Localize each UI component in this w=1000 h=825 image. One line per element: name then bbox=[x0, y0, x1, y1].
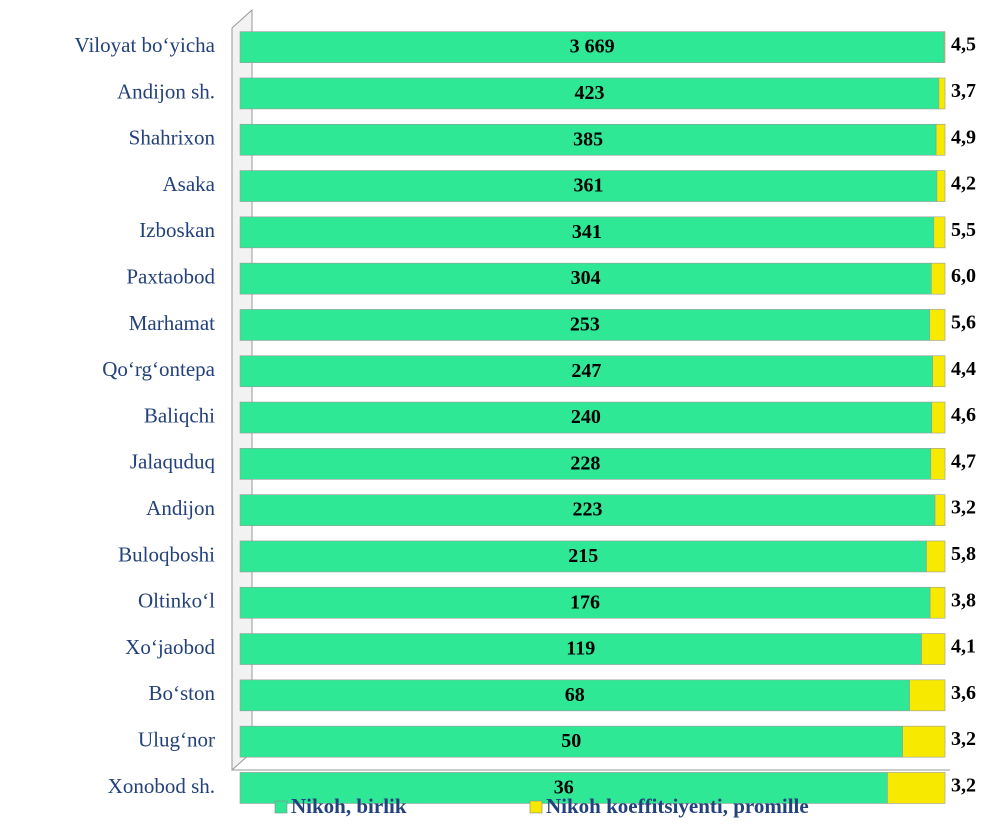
bar-segment bbox=[239, 448, 932, 480]
data-label: 3,2 bbox=[951, 728, 976, 750]
data-label: 240 bbox=[571, 406, 601, 428]
bar-segment bbox=[934, 494, 946, 526]
category-label: Paxtaobod bbox=[126, 264, 215, 288]
bar-segment bbox=[239, 401, 933, 434]
data-label: 4,2 bbox=[951, 173, 976, 195]
bar-segment bbox=[938, 77, 946, 110]
data-label: 215 bbox=[568, 545, 598, 567]
bar-segment bbox=[926, 540, 946, 573]
bar-segment bbox=[239, 772, 888, 804]
bar-segment bbox=[239, 355, 933, 388]
bar-segment bbox=[239, 31, 945, 63]
data-label: 50 bbox=[561, 730, 581, 752]
category-label: Asaka bbox=[163, 172, 216, 196]
bar-segment bbox=[943, 31, 946, 63]
data-label: 176 bbox=[570, 591, 600, 613]
data-label: 119 bbox=[566, 638, 595, 660]
data-label: 68 bbox=[565, 684, 585, 706]
category-label: Marhamat bbox=[129, 311, 215, 335]
data-label: 304 bbox=[571, 267, 601, 289]
bar-segment bbox=[929, 309, 946, 341]
category-label: Bo‘ston bbox=[148, 681, 215, 705]
category-label: Shahrixon bbox=[129, 126, 216, 150]
category-label: Baliqchi bbox=[144, 403, 215, 427]
category-label: Jalaquduq bbox=[130, 450, 216, 474]
legend-swatch bbox=[274, 800, 288, 814]
bar-segment bbox=[921, 633, 946, 665]
data-label: 228 bbox=[570, 452, 600, 474]
data-label: 6,0 bbox=[951, 265, 976, 287]
category-label: Andijon bbox=[146, 496, 215, 520]
data-label: 4,5 bbox=[951, 34, 976, 56]
category-label: Qo‘rg‘ontepa bbox=[102, 357, 215, 381]
bar-segment bbox=[239, 540, 927, 573]
bar-segment bbox=[239, 725, 903, 758]
legend-label: Nikoh koeffitsiyenti, promille bbox=[546, 794, 809, 818]
category-label: Xonobod sh. bbox=[108, 774, 215, 798]
bar-segment bbox=[239, 309, 931, 341]
data-label: 247 bbox=[571, 360, 601, 382]
category-label: Izboskan bbox=[139, 218, 215, 242]
category-label: Oltinko‘l bbox=[138, 589, 215, 613]
bar-segment bbox=[902, 725, 946, 758]
data-label: 4,4 bbox=[951, 358, 976, 380]
data-label: 253 bbox=[570, 314, 600, 336]
data-label: 3,6 bbox=[951, 682, 976, 704]
bar-segment bbox=[931, 262, 946, 295]
bar-segment bbox=[933, 216, 946, 249]
bar-segment bbox=[239, 586, 931, 619]
bar-segment bbox=[909, 679, 946, 712]
category-label: Andijon sh. bbox=[117, 79, 215, 103]
data-label: 3,2 bbox=[951, 775, 976, 797]
data-label: 423 bbox=[574, 82, 604, 104]
data-label: 5,8 bbox=[951, 543, 976, 565]
data-label: 5,5 bbox=[951, 219, 976, 241]
data-label: 223 bbox=[573, 499, 603, 521]
data-label: 3,7 bbox=[951, 80, 976, 102]
bar-segment bbox=[929, 586, 946, 619]
legend-swatch bbox=[529, 800, 543, 814]
legend-label: Nikoh, birlik bbox=[291, 794, 407, 818]
bar-segment bbox=[936, 170, 946, 202]
data-label: 3,2 bbox=[951, 497, 976, 519]
bar-segment bbox=[887, 772, 946, 804]
bar-segment bbox=[932, 355, 946, 388]
data-label: 5,6 bbox=[951, 312, 976, 334]
bar-segment bbox=[935, 123, 946, 156]
data-label: 385 bbox=[573, 128, 603, 150]
bar-segment bbox=[239, 679, 910, 712]
category-label: Viloyat bo‘yicha bbox=[75, 33, 216, 57]
data-label: 4,6 bbox=[951, 404, 976, 426]
bar-segment bbox=[239, 77, 940, 110]
bar-segment bbox=[239, 633, 922, 665]
data-label: 3,8 bbox=[951, 589, 976, 611]
data-label: 341 bbox=[572, 221, 602, 243]
category-label: Xo‘jaobod bbox=[125, 635, 215, 659]
data-label: 361 bbox=[573, 175, 603, 197]
data-label: 36 bbox=[554, 777, 574, 799]
bar-segment bbox=[931, 401, 946, 434]
category-label: Ulug‘nor bbox=[138, 727, 215, 751]
bar-segment bbox=[239, 123, 937, 156]
category-label: Buloqboshi bbox=[118, 542, 215, 566]
data-label: 4,1 bbox=[951, 636, 976, 658]
data-label: 3 669 bbox=[570, 36, 615, 58]
bar-segment bbox=[930, 448, 946, 480]
bar-segment bbox=[239, 170, 938, 202]
data-label: 4,9 bbox=[951, 126, 976, 148]
data-label: 4,7 bbox=[951, 450, 976, 472]
